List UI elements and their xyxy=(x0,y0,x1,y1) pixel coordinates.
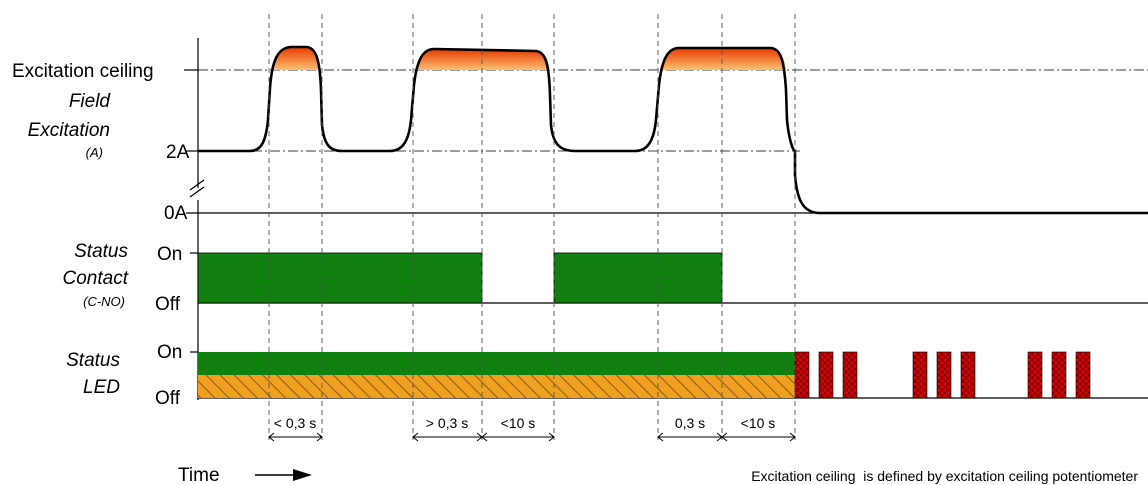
duration-label-2: > 0,3 s xyxy=(426,415,468,431)
status-led-title-2: LED xyxy=(83,377,120,398)
contact-on-block-2 xyxy=(553,252,723,304)
duration-label-3: <10 s xyxy=(501,415,536,431)
led-on-band xyxy=(198,352,795,375)
footnote: Excitation ceiling is defined by excitat… xyxy=(751,468,1138,484)
time-markers xyxy=(268,14,796,440)
excitation-label: Excitation xyxy=(28,120,110,141)
contact-on-label: On xyxy=(157,244,182,265)
fault-blink-pulse xyxy=(1075,351,1091,399)
reference-lines xyxy=(198,69,1148,152)
excitation-waveform xyxy=(198,45,1148,215)
fault-blink-pulse xyxy=(960,351,976,399)
ceiling-overshoot-areas xyxy=(274,47,786,70)
fault-blink-pulse xyxy=(912,351,928,399)
duration-label-1: < 0,3 s xyxy=(274,415,316,431)
excitation-ceiling-label: Excitation ceiling xyxy=(12,61,154,82)
led-off-hatch-band xyxy=(198,375,795,398)
duration-label-5: <10 s xyxy=(741,415,776,431)
status-contact-title-1: Status xyxy=(74,241,128,262)
fault-blink-pulse xyxy=(1027,351,1043,399)
led-states xyxy=(198,352,795,398)
contact-on-periods xyxy=(197,252,723,304)
field-label: Field xyxy=(69,91,112,112)
excitation-unit-label: (A) xyxy=(86,145,103,160)
time-label: Time xyxy=(178,465,220,485)
fault-blink-pulse xyxy=(1051,351,1067,399)
duration-arrows xyxy=(268,432,796,442)
status-contact-title-2: Contact xyxy=(63,268,129,289)
level-2a-label: 2A xyxy=(166,142,190,163)
contact-off-label: Off xyxy=(155,294,181,315)
level-0a-label: 0A xyxy=(164,203,188,224)
fault-blink-pulse xyxy=(842,351,858,399)
fault-blink-pulse xyxy=(818,351,834,399)
status-led-title-1: Status xyxy=(66,350,120,371)
time-arrow xyxy=(255,469,312,481)
duration-label-4: 0,3 s xyxy=(675,415,705,431)
contact-on-block-1 xyxy=(197,252,483,304)
axes xyxy=(184,38,1148,400)
led-fault-blinks xyxy=(794,351,1091,399)
led-off-label: Off xyxy=(155,388,181,409)
fault-blink-pulse xyxy=(936,351,952,399)
fault-blink-pulse xyxy=(794,351,810,399)
status-contact-subtitle: (C-NO) xyxy=(83,294,125,309)
led-on-label: On xyxy=(157,342,182,363)
